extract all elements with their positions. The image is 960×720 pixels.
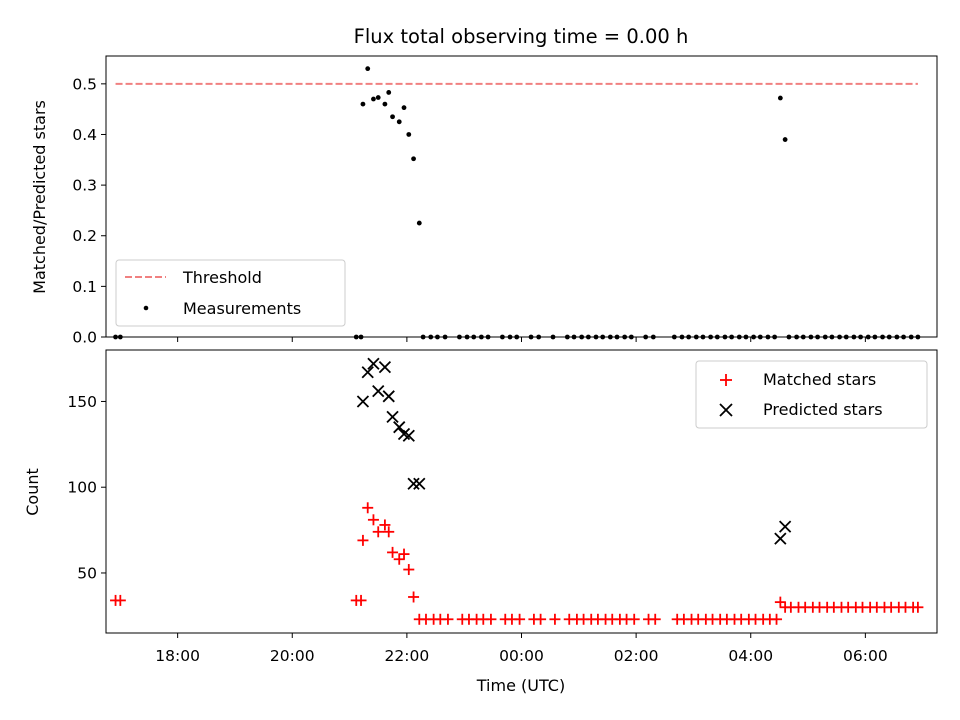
matched-star-point [357,534,369,546]
count-x-tick-label: 22:00 [385,647,430,665]
ratio-y-tick-label: 0.2 [72,227,97,245]
matched-star-point [649,613,661,625]
figure-title: Flux total observing time = 0.00 h [354,25,689,48]
count-legend: Matched stars Predicted stars [695,360,928,429]
count-plot-area [110,357,924,625]
matched-star-point [628,613,640,625]
predicted-star-point [778,520,792,533]
measurement-point [390,114,395,120]
matched-legend-swatch [720,374,732,386]
measurement-point [782,137,788,142]
count-legend-box [695,360,928,429]
measurement-point [416,220,422,226]
count-panel: 50 100 150 18:00 20:00 22:00 00:00 02:00 04:00 0… [23,349,938,695]
predicted-star-point [372,385,385,398]
matched-star-point [383,526,395,538]
matched-star-point [372,526,384,538]
matched-star-point [398,548,410,560]
matched-star-point [114,594,126,606]
count-x-tick-label: 00:00 [499,647,544,665]
predicted-star-point [402,429,415,442]
ratio-panel: 0.0 0.1 0.2 0.3 0.4 0.5 Matched/Predicted sta… [30,55,938,347]
ratio-x-axis [177,337,866,342]
threshold-legend-label: Threshold [182,268,262,287]
predicted-legend-label: Predicted stars [763,400,883,419]
count-y-axis-label: Count [23,468,42,516]
ratio-legend-box [115,259,346,327]
ratio-y-tick-label: 0.5 [72,75,97,93]
predicted-star-point [386,410,399,424]
count-y-tick-label: 100 [67,479,97,497]
measurement-point [777,95,783,101]
matched-star-point [774,596,786,608]
measurements-legend-swatch [143,305,149,311]
matched-star-point [485,613,497,625]
matched-star-point [442,613,454,625]
matched-star-point [393,553,405,565]
measurement-point [406,132,412,137]
matched-star-point [367,514,379,526]
matched-star-point [771,613,783,625]
predicted-legend-swatch [719,403,733,417]
measurement-point [375,95,381,100]
measurement-point [411,156,416,162]
predicted-star-point [361,366,374,379]
matched-star-point [912,601,924,613]
predicted-star-point [413,477,426,490]
predicted-star-point [774,532,787,545]
measurement-point [365,66,371,72]
matched-star-point [379,519,391,531]
measurement-point [401,105,407,111]
matched-star-point [408,591,420,603]
count-y-tick-label: 50 [77,564,97,582]
predicted-star-point [382,390,395,403]
predicted-star-point [356,395,370,408]
ratio-y-tick-label: 0.0 [72,329,97,347]
matched-star-point [549,613,561,625]
matched-star-point [355,594,367,606]
ratio-y-tick-label: 0.1 [72,278,97,296]
count-x-axis: 18:00 20:00 22:00 00:00 02:00 04:00 06:00 [155,633,888,665]
predicted-star-point [378,361,392,374]
count-x-tick-label: 20:00 [270,647,315,665]
ratio-y-axis-label: Matched/Predicted stars [30,100,49,294]
ratio-y-tick-label: 0.3 [72,177,97,195]
ratio-y-axis: 0.0 0.1 0.2 0.3 0.4 0.5 [72,75,106,347]
count-x-tick-label: 02:00 [614,647,659,665]
count-x-tick-label: 04:00 [728,647,773,665]
ratio-y-tick-label: 0.4 [72,126,97,144]
measurement-point [386,90,392,95]
measurement-point [371,96,376,102]
matched-star-point [362,502,374,514]
predicted-star-point [407,477,420,490]
count-x-tick-label: 18:00 [155,647,200,665]
count-y-tick-label: 150 [67,393,97,411]
count-y-axis: 50 100 150 [67,393,106,582]
measurements-legend-label: Measurements [183,299,301,318]
matched-legend-label: Matched stars [763,370,876,389]
matched-star-point [514,613,526,625]
predicted-star-point [367,357,380,370]
matched-star-point [387,546,399,558]
measurement-point [396,119,402,125]
x-axis-label: Time (UTC) [476,676,565,695]
matched-star-point [403,564,415,576]
count-x-tick-label: 06:00 [843,647,888,665]
measurement-point [360,101,366,107]
measurement-point [382,101,388,107]
matched-star-point [535,613,547,625]
ratio-legend: Threshold Measurements [115,259,346,327]
